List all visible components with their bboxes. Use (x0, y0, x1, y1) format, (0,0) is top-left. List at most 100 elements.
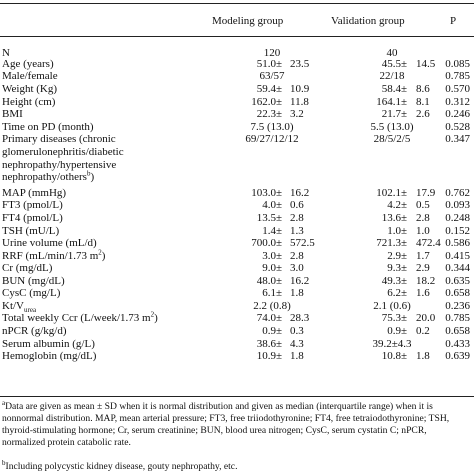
p-value: 0.570 (445, 83, 470, 95)
modeling-pm: ± (276, 250, 283, 262)
row-label: Male/female (2, 70, 58, 82)
row-label-continuation: nephropathy/othersb) (2, 169, 94, 183)
table-row: CysC (mg/L) 6.1 ±1.8 6.2 ±1.6 0.658 (0, 287, 474, 299)
validation-value: 721.3 (376, 237, 401, 249)
header-validation-group: Validation group (331, 15, 405, 27)
table-row: TSH (mU/L) 1.4 ±1.3 1.0 ±1.0 0.152 (0, 225, 474, 237)
validation-sd: 8.1 (416, 96, 430, 108)
row-label-suffix: ) (101, 250, 106, 262)
row-label-text: FT4 (pmol/L) (2, 212, 63, 224)
validation-value: 10.8 (381, 350, 401, 362)
validation-sd: 1.7 (416, 250, 430, 262)
validation-value: 9.3 (387, 262, 401, 274)
modeling-pm: ± (276, 350, 283, 362)
row-label-text: Total weekly Ccr (L/week/1.73 m (2, 312, 151, 324)
validation-sd: 20.0 (416, 312, 436, 324)
modeling-pm: ± (276, 225, 283, 237)
modeling-sd: 2.8 (290, 212, 304, 224)
modeling-sd: 16.2 (290, 187, 310, 199)
row-label: Urine volume (mL/d) (2, 237, 97, 249)
header-p: P (450, 15, 457, 27)
row-label-text: TSH (mU/L) (2, 225, 60, 237)
modeling-pm: ± (276, 212, 283, 224)
validation-sd: 2.8 (416, 212, 430, 224)
modeling-sd: 10.9 (290, 83, 310, 95)
modeling-value: 700.0 (251, 237, 276, 249)
validation-sd: 472.4 (416, 237, 441, 249)
validation-value: 0.9 (387, 325, 401, 337)
table-row: Urine volume (mL/d) 700.0 ±572.5 721.3 ±472.… (0, 237, 474, 249)
footnote-b: bIncluding polycystic kidney disease, go… (2, 459, 472, 473)
row-label-text: nPCR (g/kg/d) (2, 325, 67, 337)
footnote-a-text: Data are given as mean ± SD when it is n… (2, 401, 450, 448)
modeling-pm: ± (276, 199, 283, 211)
table-row: nPCR (g/kg/d) 0.9 ±0.3 0.9 ±0.2 0.658 (0, 325, 474, 337)
validation-sd: 1.0 (416, 225, 430, 237)
row-label-text: Time on PD (month) (2, 121, 94, 133)
row-label: TSH (mU/L) (2, 225, 59, 237)
row-label-continuation-text: nephropathy/others (2, 171, 87, 183)
modeling-pm: ± (276, 312, 283, 324)
validation-pm: ± (401, 108, 408, 120)
row-label-text: FT3 (pmol/L) (2, 199, 63, 211)
validation-value: 1.0 (387, 225, 401, 237)
validation-pm: ± (401, 225, 408, 237)
row-label-superscript: 2 (98, 248, 102, 257)
header-modeling-group: Modeling group (212, 15, 284, 27)
bottom-rule (0, 396, 474, 397)
validation-pm: ± (401, 96, 408, 108)
modeling-value: 103.0 (251, 187, 276, 199)
footnote-b-reference: b (86, 169, 91, 178)
modeling-pm: ± (276, 96, 283, 108)
row-label: Primary diseases (chronic (2, 133, 116, 145)
validation-sd: 2.6 (416, 108, 430, 120)
p-value: 0.246 (445, 108, 470, 120)
footnote-a-mark: a (2, 398, 6, 407)
p-value: 0.785 (445, 312, 470, 324)
row-label-text: N (2, 47, 10, 59)
validation-sd: 0.2 (416, 325, 430, 337)
row-label: Total weekly Ccr (L/week/1.73 m2) (2, 311, 158, 324)
row-label: MAP (mmHg) (2, 187, 66, 199)
modeling-value: 74.0 (256, 312, 276, 324)
validation-value: 45.5 (381, 58, 401, 70)
validation-pm: ± (401, 58, 408, 70)
modeling-value: 6.1 (262, 287, 276, 299)
modeling-pm: ± (276, 338, 283, 350)
row-label: Serum albumin (g/L) (2, 338, 95, 350)
validation-value: 13.6 (381, 212, 401, 224)
validation-value: 22/18 (379, 70, 405, 82)
row-label-continuation: glomerulonephritis/diabetic (2, 146, 124, 158)
validation-pm: ± (401, 187, 408, 199)
modeling-value: 9.0 (262, 262, 276, 274)
modeling-pm: ± (276, 58, 283, 70)
validation-value: 6.2 (387, 287, 401, 299)
modeling-sd: 23.5 (290, 58, 310, 70)
modeling-sd: 1.8 (290, 350, 304, 362)
modeling-sd: 1.3 (290, 225, 304, 237)
row-label-text: Hemoglobin (mg/dL) (2, 350, 97, 362)
p-value: 0.658 (445, 287, 470, 299)
table-row: RRF (mL/min/1.73 m2) 3.0 ±2.8 2.9 ±1.7 0.415 (0, 248, 474, 262)
modeling-sd: 1.8 (290, 287, 304, 299)
modeling-pm: ± (276, 262, 283, 274)
row-label: nPCR (g/kg/d) (2, 325, 66, 337)
validation-value: 5.5 (13.0) (370, 121, 414, 133)
validation-value: 164.1 (376, 96, 401, 108)
p-value: 0.415 (445, 250, 470, 262)
row-label: Height (cm) (2, 96, 55, 108)
table-row: Cr (mg/dL) 9.0 ±3.0 9.3 ±2.9 0.344 (0, 262, 474, 274)
modeling-value: 48.0 (256, 275, 276, 287)
validation-value: 39.2±4.3 (372, 338, 412, 350)
row-label-text: Cr (mg/dL) (2, 262, 53, 274)
modeling-value: 22.3 (256, 108, 276, 120)
modeling-sd: 4.3 (290, 338, 304, 350)
validation-value: 40 (386, 47, 398, 59)
row-label-text: CysC (mg/L) (2, 287, 61, 299)
p-value: 0.236 (445, 300, 470, 312)
table-row: N 120 40 (0, 47, 474, 59)
p-value: 0.085 (445, 58, 470, 70)
modeling-sd: 0.6 (290, 199, 304, 211)
row-label-text: Serum albumin (g/L) (2, 338, 95, 350)
row-label: Age (years) (2, 58, 54, 70)
